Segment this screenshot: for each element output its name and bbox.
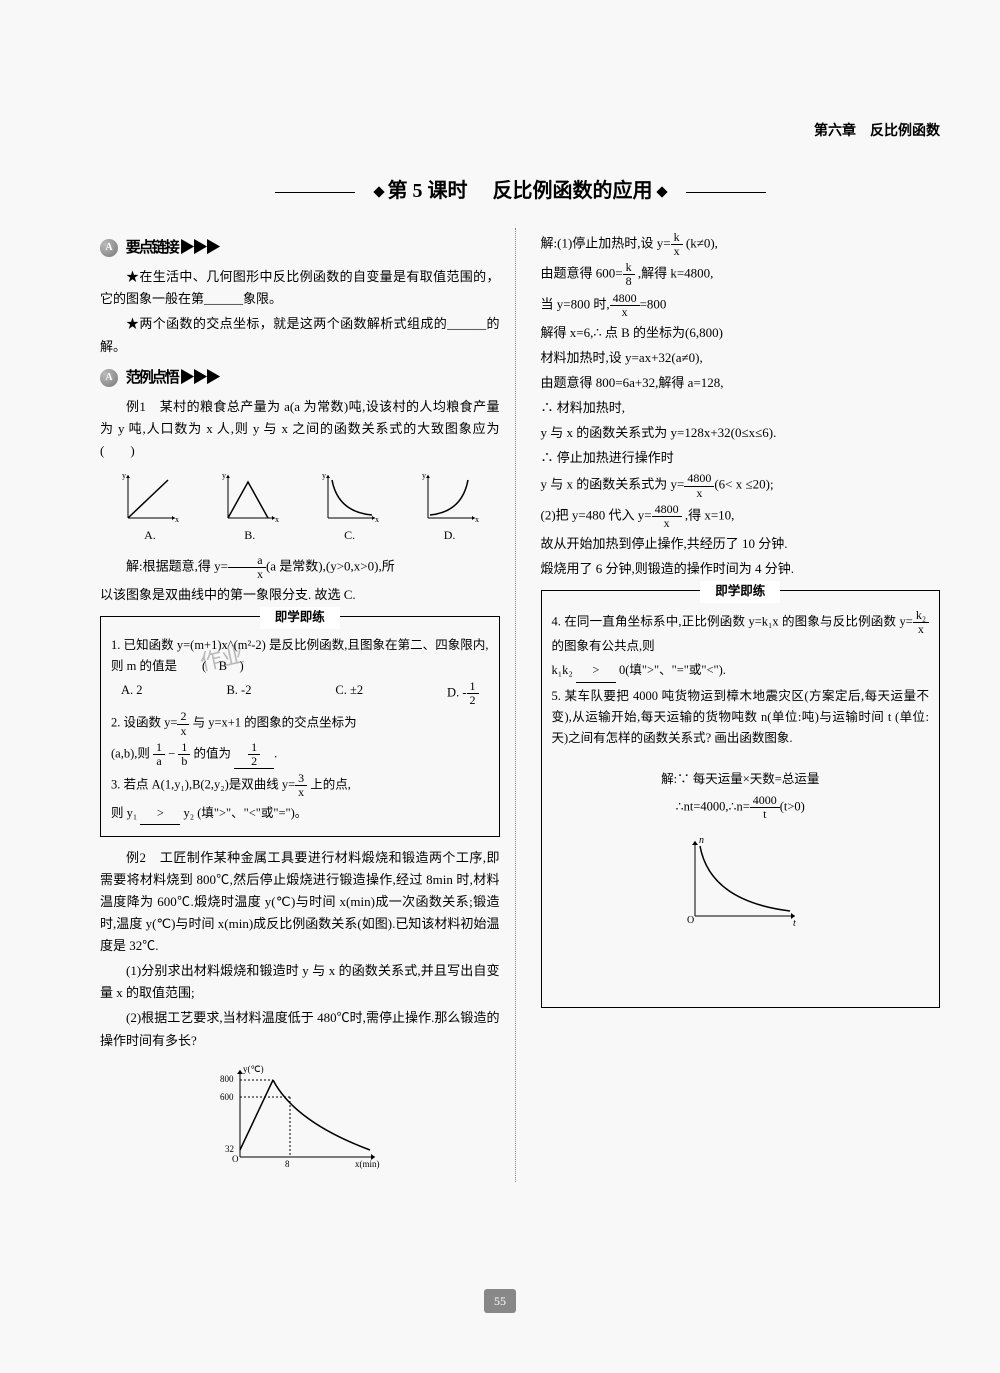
page-number: 55	[484, 1289, 516, 1313]
title-lesson: 第 5 课时	[388, 180, 468, 202]
keypoint-2: ★两个函数的交点坐标，就是这两个函数解析式组成的______的解。	[100, 313, 500, 357]
sol-2: 由题意得 600=k8 ,解得 k=4800,	[541, 261, 941, 288]
chapter-header: 第六章 反比例函数	[100, 120, 940, 144]
sol-5: 材料加热时,设 y=ax+32(a≠0),	[541, 347, 941, 369]
graph-b: xy B.	[220, 470, 280, 545]
sol-7: ∴ 材料加热时,	[541, 397, 941, 419]
keypoint-1: ★在生活中、几何图形中反比例函数的自变量是有取值范围的，它的图象一般在第____…	[100, 266, 500, 310]
sol-10: y 与 x 的函数关系式为 y=4800x(6< x ≤20);	[541, 472, 941, 499]
svg-text:x: x	[275, 515, 279, 524]
example-2-q2: (2)根据工艺要求,当材料温度低于 480℃时,需停止操作.那么锻造的操作时间有…	[100, 1007, 500, 1051]
sol-6: 由题意得 800=6a+32,解得 a=128,	[541, 372, 941, 394]
svg-text:O: O	[687, 915, 694, 926]
sol-3: 当 y=800 时,4800x=800	[541, 292, 941, 319]
bulb-icon: A	[100, 239, 118, 257]
svg-text:x: x	[475, 515, 479, 524]
example-2-p1: 例2 工匠制作某种金属工具要进行材料煅烧和锻造两个工序,即需要将材料烧到 800…	[100, 847, 500, 957]
svg-text:8: 8	[285, 1159, 290, 1169]
example-2-q1: (1)分别求出材料煅烧和锻造时 y 与 x 的函数关系式,并且写出自变量 x 的…	[100, 960, 500, 1004]
columns: A 要点链接 ▶▶▶ ★在生活中、几何图形中反比例函数的自变量是有取值范围的，它…	[100, 228, 940, 1182]
graph-d: xy D.	[420, 470, 480, 545]
right-column: 解:(1)停止加热时,设 y=kx (k≠0), 由题意得 600=k8 ,解得…	[541, 228, 941, 1182]
q2: 2. 设函数 y=2x 与 y=x+1 的图象的交点坐标为	[111, 710, 489, 737]
page: 作业 第六章 反比例函数 第 5 课时 反比例函数的应用 A 要点链接 ▶▶▶ …	[0, 0, 1000, 1373]
lesson-title: 第 5 课时 反比例函数的应用	[100, 174, 940, 208]
section-examples: A 范例点悟 ▶▶▶	[100, 366, 500, 392]
svg-text:t: t	[793, 918, 796, 929]
svg-text:800: 800	[220, 1074, 234, 1084]
sol-11: (2)把 y=480 代入 y=4800x ,得 x=10,	[541, 503, 941, 530]
section-keypoints: A 要点链接 ▶▶▶	[100, 236, 500, 262]
svg-text:32: 32	[225, 1144, 234, 1154]
sol-12: 故从开始加热到停止操作,共经历了 10 分钟.	[541, 533, 941, 555]
svg-text:y(℃): y(℃)	[243, 1064, 264, 1074]
q5-graph: O n t	[675, 831, 805, 931]
practice-title-2: 即学即练	[700, 581, 780, 602]
svg-text:y: y	[322, 471, 326, 480]
sol-1: 解:(1)停止加热时,设 y=kx (k≠0),	[541, 231, 941, 258]
q1-options: A. 2 B. -2 C. ±2 D. -12	[111, 680, 489, 707]
graph-a: xy A.	[120, 470, 180, 545]
svg-text:O: O	[232, 1154, 239, 1164]
q4-line2: k₁k₂ > 0(填">"、"="或"<").	[552, 660, 930, 682]
sol-9: ∴ 停止加热进行操作时	[541, 447, 941, 469]
sol-4: 解得 x=6,∴ 点 B 的坐标为(6,800)	[541, 322, 941, 344]
example-1: 例1 某村的粮食总产量为 a(a 为常数)吨,设该村的人均粮食产量为 y 吨,人…	[100, 396, 500, 462]
q5-sol-2: ∴nt=4000,∴n=4000t(t>0)	[552, 794, 930, 821]
q3-line2: 则 y₁ > y₂ (填">"、"<"或"=")。	[111, 803, 489, 825]
practice-box-1: 即学即练 1. 已知函数 y=(m+1)x^(m²-2) 是反比例函数,且图象在…	[100, 616, 500, 837]
q5: 5. 某车队要把 4000 吨货物运到樟木地震灾区(方案定后,每天运量不变),从…	[552, 686, 930, 750]
ex2-graph: O 800 600 32 8 x(min) y(℃)	[215, 1062, 385, 1172]
q3: 3. 若点 A(1,y₁),B(2,y₂)是双曲线 y=3x 上的点,	[111, 772, 489, 799]
bulb-icon: A	[100, 369, 118, 387]
q4: 4. 在同一直角坐标系中,正比例函数 y=k₁x 的图象与反比例函数 y=k₂x…	[552, 609, 930, 658]
q5-sol-1: 解:∵ 每天运量×天数=总运量	[552, 769, 930, 790]
svg-text:x(min): x(min)	[355, 1159, 380, 1169]
practice-title: 即学即练	[260, 607, 340, 628]
ex1-solution-1: 解:根据题意,得 y=ax(a 是常数),(y>0,x>0),所	[100, 554, 500, 581]
graph-c: xy C.	[320, 470, 380, 545]
svg-text:n: n	[699, 835, 704, 846]
svg-text:y: y	[422, 471, 426, 480]
q2-line2: (a,b),则 1a − 1b 的值为 12.	[111, 741, 489, 769]
choice-graphs: xy A. xy B. xy C. xy D.	[100, 470, 500, 545]
left-column: A 要点链接 ▶▶▶ ★在生活中、几何图形中反比例函数的自变量是有取值范围的，它…	[100, 228, 516, 1182]
svg-text:600: 600	[220, 1092, 234, 1102]
sol-13: 煅烧用了 6 分钟,则锻造的操作时间为 4 分钟.	[541, 558, 941, 580]
svg-text:y: y	[222, 471, 226, 480]
title-topic: 反比例函数的应用	[493, 180, 653, 202]
svg-text:y: y	[122, 471, 126, 480]
sol-8: y 与 x 的函数关系式为 y=128x+32(0≤x≤6).	[541, 422, 941, 444]
q1: 1. 已知函数 y=(m+1)x^(m²-2) 是反比例函数,且图象在第二、四象…	[111, 635, 489, 678]
practice-box-2: 即学即练 4. 在同一直角坐标系中,正比例函数 y=k₁x 的图象与反比例函数 …	[541, 590, 941, 1008]
svg-text:x: x	[375, 515, 379, 524]
svg-text:x: x	[175, 515, 179, 524]
ex1-solution-2: 以该图象是双曲线中的第一象限分支. 故选 C.	[100, 584, 500, 606]
